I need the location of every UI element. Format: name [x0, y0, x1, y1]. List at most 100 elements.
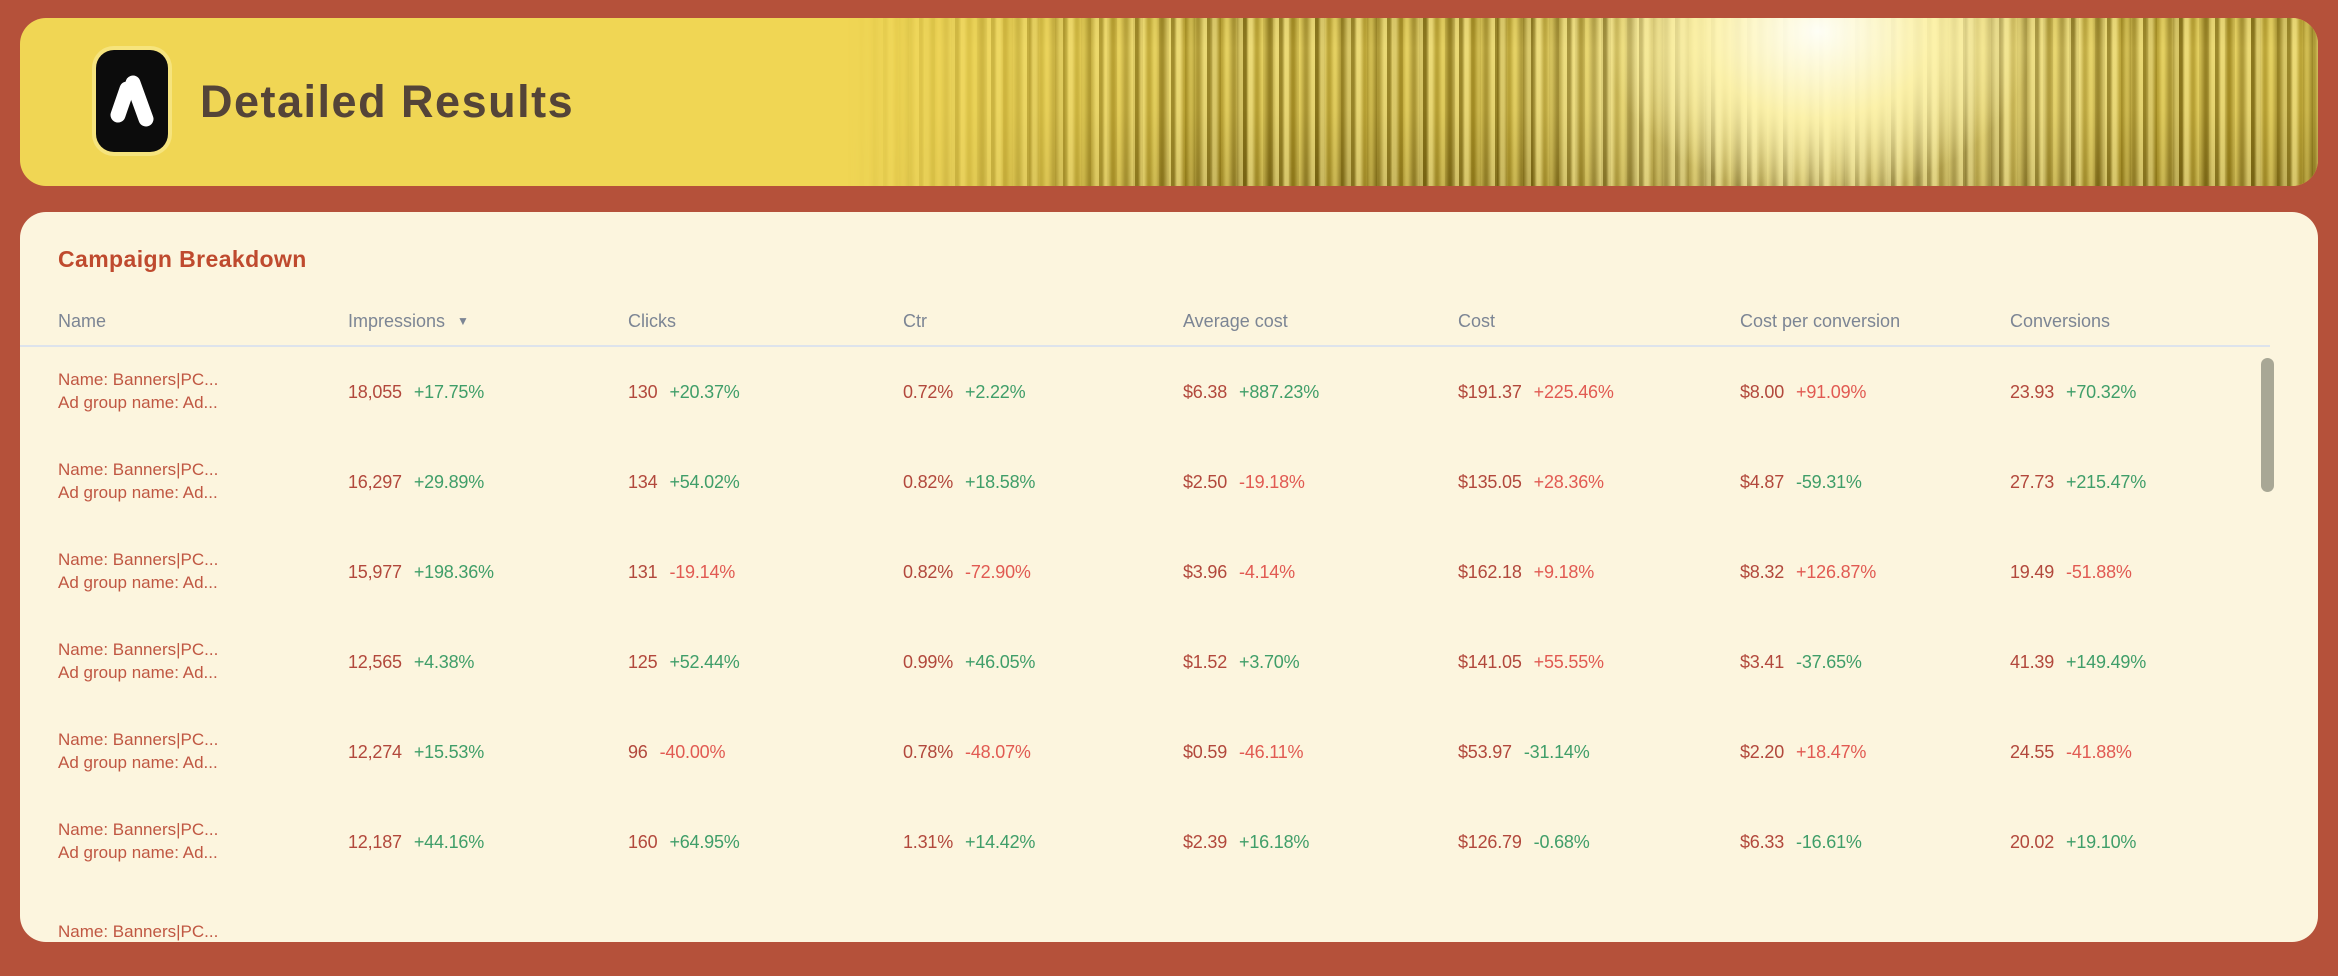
campaign-name-line1: Name: Banners|PC... [58, 921, 219, 941]
metric-value: $8.00 [1740, 381, 1785, 402]
metric-delta: -19.18% [1239, 471, 1305, 492]
table-body: Name: Banners|PC... Ad group name: Ad... 1… [20, 347, 2318, 942]
metric-delta: +15.53% [413, 741, 485, 762]
metric-value: 15,977 [348, 561, 402, 582]
metric-delta: +18.47% [1796, 741, 1867, 762]
campaign-name-line2: Ad group name: Ad... [58, 483, 218, 502]
metric-delta: +19.10% [2066, 831, 2137, 852]
metric-value: 0.78% [903, 741, 954, 762]
ads-mark-icon [110, 75, 154, 127]
metric-cell-cost: $53.97 -31.14% [1458, 742, 1740, 763]
metric-value: 0.99% [903, 651, 954, 672]
table-row: Name: Banners|PC... Ad group name: Ad... 1… [20, 437, 2318, 527]
table-row-partial: Name: Banners|PC... [20, 887, 2318, 942]
metric-delta: +17.75% [413, 381, 485, 402]
metric-value: 19.49 [2010, 561, 2055, 582]
column-header-conversions[interactable]: Conversions [2010, 310, 2111, 331]
metric-value: $191.37 [1458, 381, 1522, 402]
table-row: Name: Banners|PC... Ad group name: Ad... 1… [20, 707, 2318, 797]
gold-fluted-texture [847, 18, 2318, 186]
metric-cell-cost-per-conversion: $3.41 -37.65% [1740, 652, 2010, 673]
campaign-name-line1: Name: Banners|PC... [58, 640, 219, 660]
metric-value: 16,297 [348, 471, 402, 492]
metric-value: $4.87 [1740, 471, 1785, 492]
metric-value: 0.82% [903, 561, 954, 582]
campaign-breakdown-card: Campaign Breakdown Name Impressions ▼ Cl… [20, 212, 2318, 942]
metric-cell-impressions: 15,977 +198.36% [348, 562, 628, 583]
metric-delta: -37.65% [1796, 651, 1862, 672]
google-ads-logo-icon [96, 50, 168, 152]
metric-value: $8.32 [1740, 561, 1785, 582]
metric-value: 23.93 [2010, 381, 2055, 402]
metric-cell-cost: $141.05 +55.55% [1458, 652, 1740, 673]
campaign-name-line2: Ad group name: Ad... [58, 393, 218, 412]
metric-cell-clicks: 160 +64.95% [628, 832, 903, 853]
metric-cell-cost-per-conversion: $4.87 -59.31% [1740, 472, 2010, 493]
metric-delta: +2.22% [965, 381, 1026, 402]
metric-delta: -16.61% [1796, 831, 1862, 852]
campaign-name-line2: Ad group name: Ad... [58, 573, 218, 592]
metric-cell-clicks: 131 -19.14% [628, 562, 903, 583]
metric-delta: +149.49% [2066, 651, 2147, 672]
metric-value: $6.33 [1740, 831, 1785, 852]
metric-value: 160 [628, 831, 658, 852]
metric-delta: +16.18% [1239, 831, 1310, 852]
metric-value: $6.38 [1183, 381, 1228, 402]
metric-delta: -72.90% [965, 561, 1031, 582]
table-row: Name: Banners|PC... Ad group name: Ad... 1… [20, 347, 2318, 437]
column-header-cost-per-conversion[interactable]: Cost per conversion [1740, 310, 1901, 331]
metric-value: $162.18 [1458, 561, 1522, 582]
metric-cell-ctr: 1.31% +14.42% [903, 832, 1183, 853]
metric-delta: +28.36% [1533, 471, 1604, 492]
metric-delta: -48.07% [965, 741, 1031, 762]
metric-cell-cost: $126.79 -0.68% [1458, 832, 1740, 853]
metric-delta: +91.09% [1796, 381, 1867, 402]
column-header-name[interactable]: Name [58, 310, 107, 331]
metric-cell-average-cost: $0.59 -46.11% [1183, 742, 1458, 763]
metric-cell-average-cost: $1.52 +3.70% [1183, 652, 1458, 673]
metric-value: 27.73 [2010, 471, 2055, 492]
metric-cell-conversions: 24.55 -41.88% [2010, 742, 2318, 763]
metric-value: $3.41 [1740, 651, 1785, 672]
header-banner: Detailed Results [20, 18, 2318, 186]
column-header-cost[interactable]: Cost [1458, 310, 1496, 331]
metric-value: $2.50 [1183, 471, 1228, 492]
metric-delta: +64.95% [669, 831, 740, 852]
metric-value: 134 [628, 471, 658, 492]
scrollbar-thumb[interactable] [2261, 358, 2274, 492]
metric-delta: +44.16% [413, 831, 485, 852]
column-header-clicks[interactable]: Clicks [628, 310, 676, 331]
metric-cell-cost: $162.18 +9.18% [1458, 562, 1740, 583]
metric-value: $53.97 [1458, 741, 1512, 762]
metric-cell-impressions: 16,297 +29.89% [348, 472, 628, 493]
metric-delta: -59.31% [1796, 471, 1862, 492]
metric-delta: -46.11% [1239, 741, 1304, 762]
campaign-name-cell: Name: Banners|PC... Ad group name: Ad... [58, 729, 348, 775]
campaign-name-cell: Name: Banners|PC... Ad group name: Ad... [58, 549, 348, 595]
column-header-ctr[interactable]: Ctr [903, 310, 927, 331]
metric-delta: +3.70% [1239, 651, 1300, 672]
metric-value: $141.05 [1458, 651, 1522, 672]
metric-value: 130 [628, 381, 658, 402]
metric-value: $135.05 [1458, 471, 1522, 492]
page-title: Detailed Results [200, 76, 575, 127]
metric-delta: +215.47% [2066, 471, 2147, 492]
metric-cell-conversions: 19.49 -51.88% [2010, 562, 2318, 583]
metric-cell-cost-per-conversion: $2.20 +18.47% [1740, 742, 2010, 763]
campaign-name-cell: Name: Banners|PC... Ad group name: Ad... [58, 369, 348, 415]
metric-value: 20.02 [2010, 831, 2055, 852]
sort-desc-icon[interactable]: ▼ [457, 314, 469, 328]
campaign-name-line1: Name: Banners|PC... [58, 730, 219, 750]
metric-cell-ctr: 0.99% +46.05% [903, 652, 1183, 673]
metric-cell-impressions: 18,055 +17.75% [348, 382, 628, 403]
metric-cell-conversions: 41.39 +149.49% [2010, 652, 2318, 673]
table-header-row: Name Impressions ▼ Clicks Ctr Average co… [20, 297, 2270, 347]
column-header-average-cost[interactable]: Average cost [1183, 310, 1288, 331]
metric-value: 125 [628, 651, 658, 672]
metric-cell-conversions: 23.93 +70.32% [2010, 382, 2318, 403]
metric-cell-cost-per-conversion: $8.32 +126.87% [1740, 562, 2010, 583]
column-header-impressions[interactable]: Impressions ▼ [348, 310, 469, 331]
campaign-name-line2: Ad group name: Ad... [58, 843, 218, 862]
metric-delta: +126.87% [1796, 561, 1877, 582]
